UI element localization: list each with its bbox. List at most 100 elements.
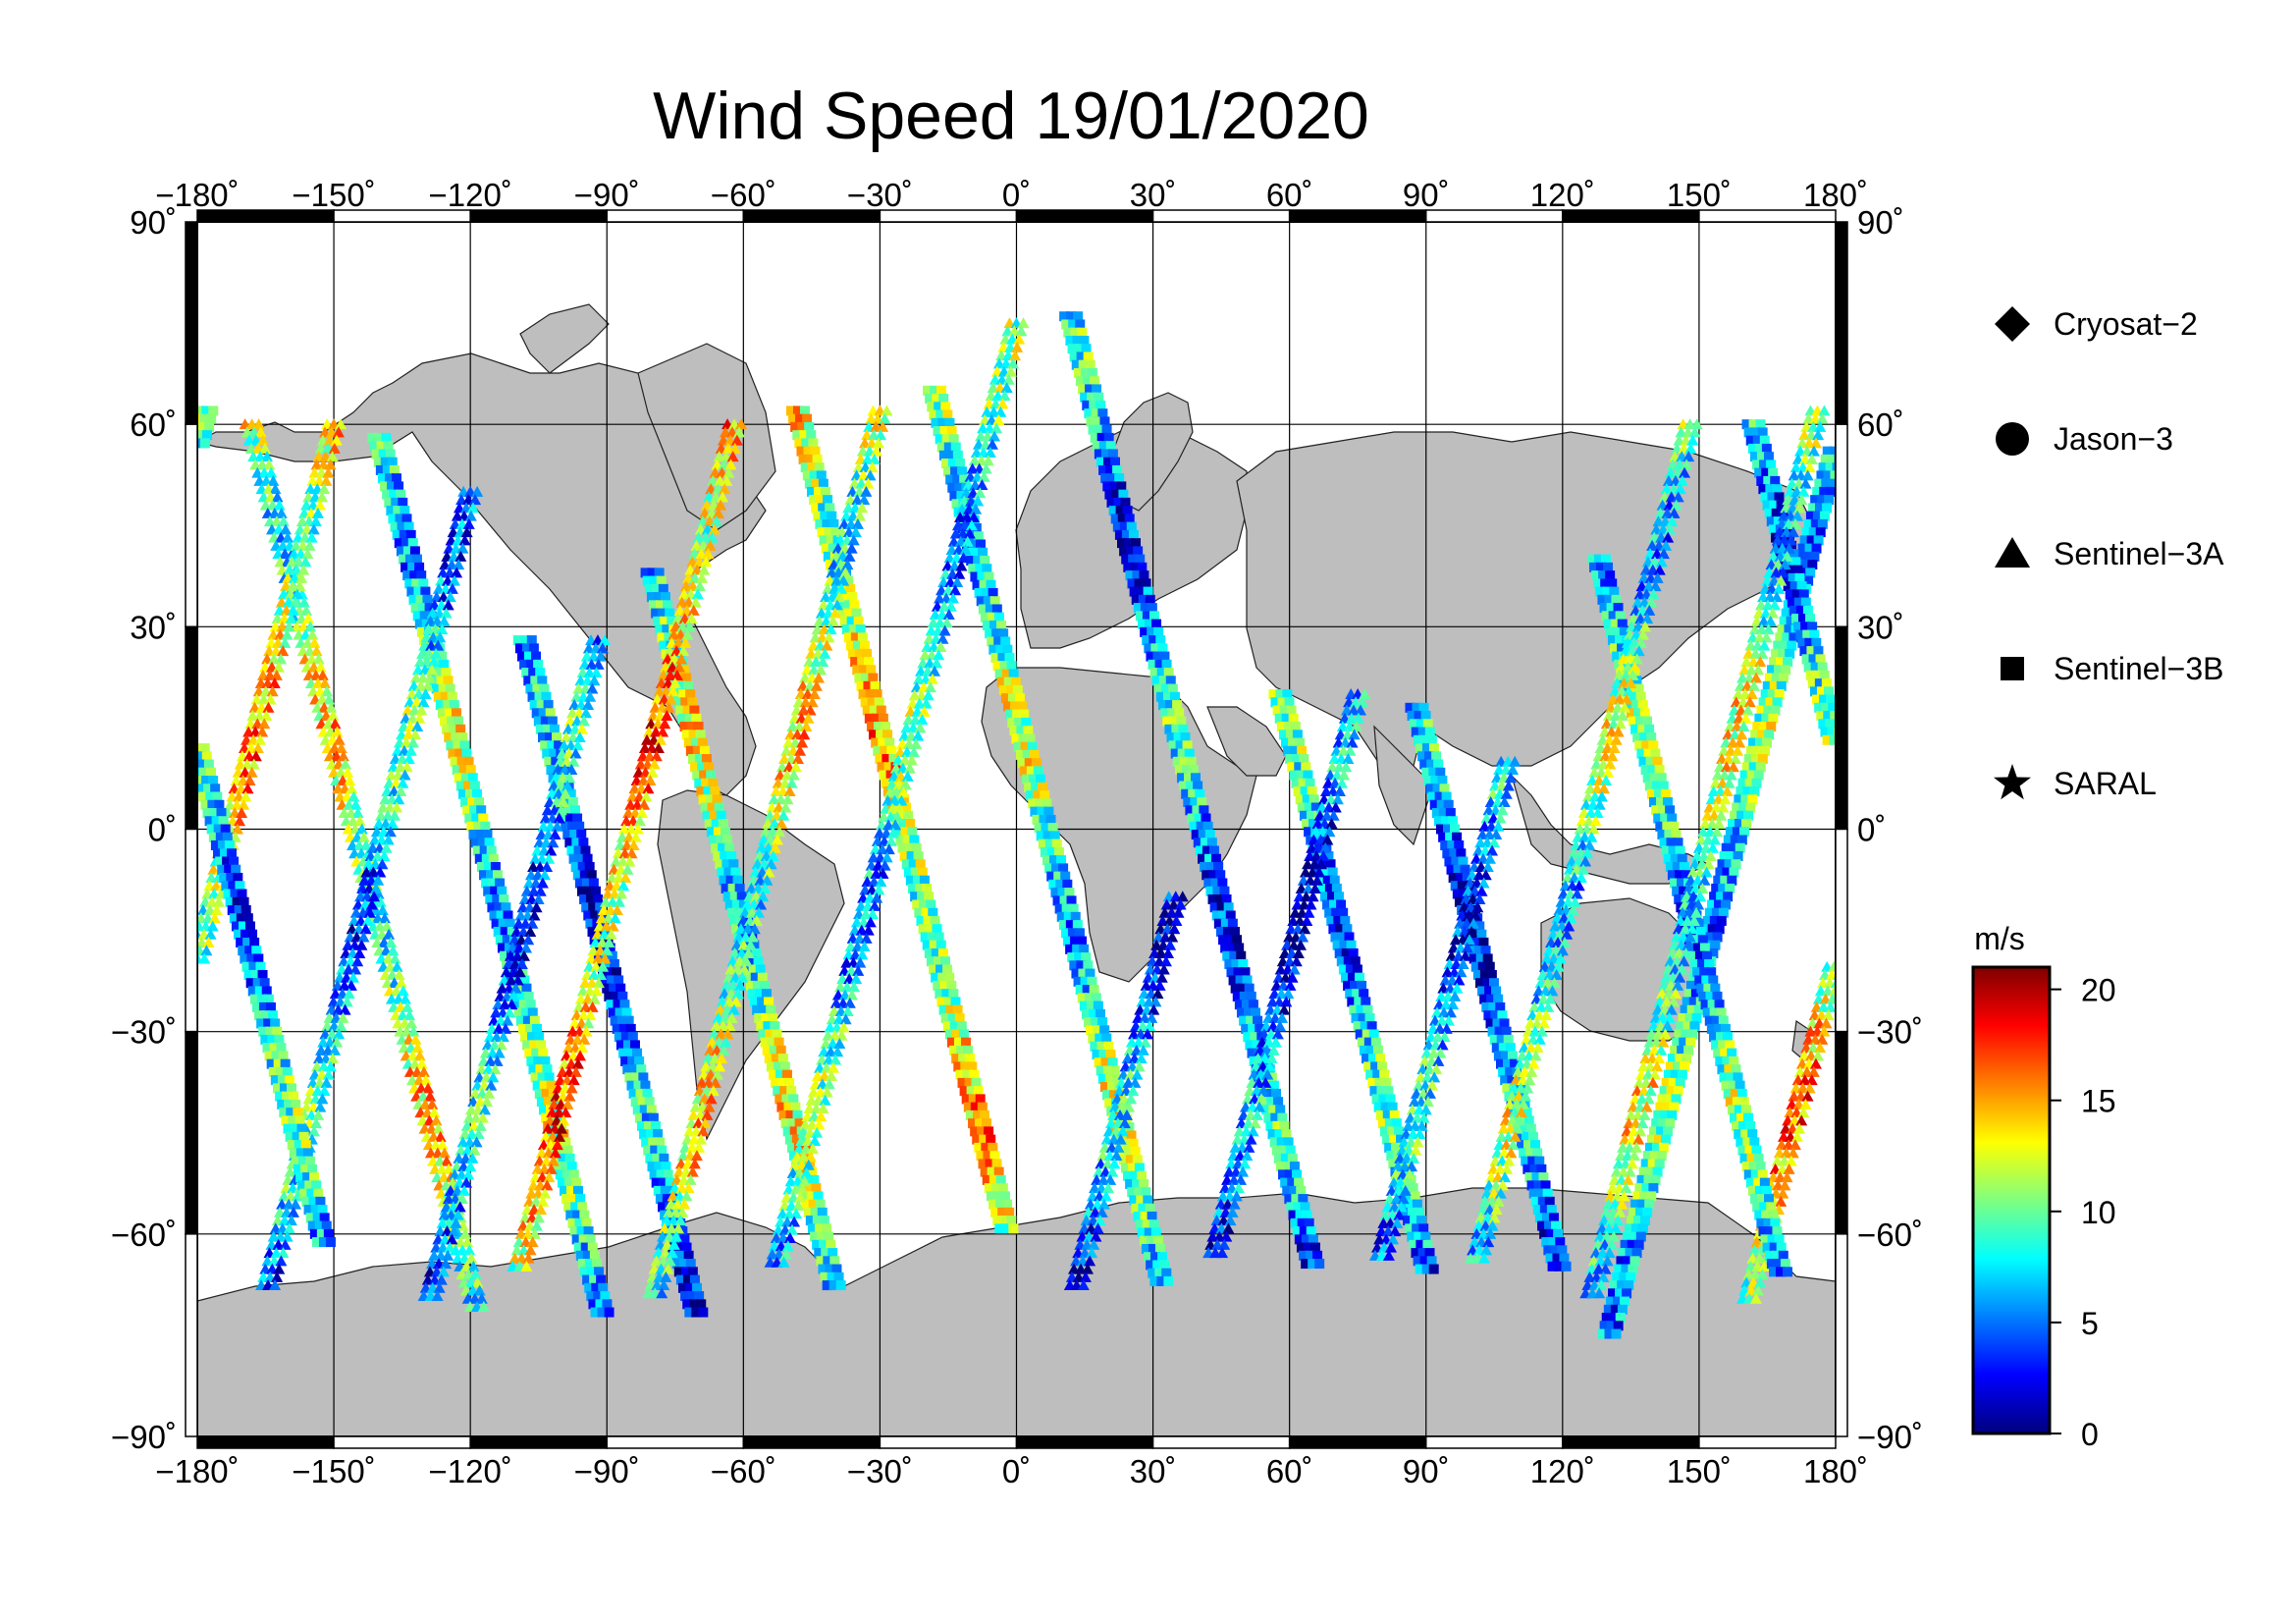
track-point: [635, 1088, 646, 1099]
track-point: [450, 1217, 462, 1228]
track-point: [1748, 737, 1759, 748]
track-point: [522, 934, 535, 946]
track-point: [538, 869, 551, 881]
track-point: [454, 1201, 466, 1213]
track-point: [1641, 1183, 1652, 1194]
track-point: [243, 775, 256, 786]
track-point: [1741, 762, 1752, 773]
track-point: [1644, 1142, 1655, 1153]
track-point: [1819, 511, 1830, 521]
track-point: [561, 821, 571, 832]
track-point: [517, 1023, 528, 1034]
track-point: [377, 473, 388, 484]
track-point: [583, 1226, 594, 1237]
track-point: [565, 813, 576, 824]
track-point: [592, 658, 605, 670]
track-point: [204, 421, 215, 432]
track-point: [1751, 778, 1762, 788]
track-1: [239, 418, 490, 1313]
track-point: [1772, 697, 1783, 708]
track-point: [1785, 1155, 1797, 1166]
track-point: [468, 1144, 481, 1156]
track-point: [301, 548, 314, 560]
track-point: [385, 449, 396, 460]
track-point: [620, 1055, 631, 1066]
track-point: [266, 685, 279, 697]
track-point: [1800, 560, 1811, 570]
track-point: [324, 1060, 337, 1072]
track-point: [1630, 1223, 1641, 1234]
track-point: [530, 1072, 541, 1083]
track-point: [519, 635, 530, 646]
track-point: [1650, 1174, 1661, 1185]
track-point: [304, 621, 317, 632]
track-point: [398, 497, 408, 508]
track-point: [416, 570, 427, 581]
track-point: [446, 740, 456, 751]
track-point: [579, 1210, 590, 1220]
track-point: [653, 1185, 664, 1196]
track-point: [634, 1112, 645, 1123]
track-point: [355, 823, 368, 835]
track-point: [584, 1282, 595, 1293]
track-point: [595, 1299, 606, 1310]
track-point: [236, 807, 248, 819]
track-point: [1688, 997, 1699, 1007]
track-point: [632, 1105, 643, 1115]
track-point: [598, 967, 609, 978]
track-point: [1816, 1033, 1829, 1045]
track-point: [582, 1250, 593, 1261]
track-point: [1776, 680, 1787, 691]
track-point: [279, 523, 292, 535]
track-point: [1615, 1313, 1626, 1324]
track-point: [1819, 486, 1830, 497]
track-point: [409, 570, 420, 581]
track-point: [541, 1088, 552, 1099]
track-point: [436, 676, 447, 686]
track-point: [201, 430, 212, 441]
track-point: [570, 1202, 581, 1213]
track-point: [586, 870, 597, 881]
track-point: [1813, 535, 1824, 546]
track-point: [607, 950, 617, 961]
track-point: [619, 1000, 630, 1010]
track-point: [471, 788, 482, 799]
track-point: [1682, 1021, 1693, 1032]
track-point: [590, 886, 601, 896]
track-point: [1805, 1074, 1818, 1086]
track-point: [542, 1064, 553, 1075]
track-point: [1798, 568, 1809, 578]
track-point: [456, 542, 469, 554]
track-point: [380, 841, 393, 853]
track-point: [570, 1177, 581, 1188]
track-point: [1673, 1086, 1683, 1097]
track-point: [1829, 446, 1836, 457]
track-point: [268, 677, 281, 689]
track-point: [371, 449, 382, 460]
track-point: [1597, 1328, 1608, 1339]
track-point: [312, 1109, 325, 1120]
track-point: [279, 636, 292, 648]
track-point: [1667, 1109, 1678, 1120]
track-point: [547, 740, 558, 751]
track-point: [1818, 462, 1829, 473]
track-point: [1752, 745, 1763, 756]
track-point: [457, 788, 468, 799]
track-point: [569, 805, 580, 816]
track-point: [1666, 1086, 1677, 1097]
track-point: [454, 716, 464, 727]
track-point: [1688, 972, 1699, 983]
track-point: [430, 647, 443, 659]
track-point: [515, 957, 528, 969]
track-point: [409, 1033, 422, 1045]
track-point: [590, 1307, 601, 1318]
track-point: [551, 756, 561, 767]
track-point: [470, 1136, 483, 1148]
track-point: [627, 1032, 638, 1043]
track-point: [413, 1050, 426, 1061]
track-point: [530, 676, 541, 686]
track-point: [1758, 697, 1769, 708]
track-point: [590, 667, 603, 678]
track-point: [532, 1080, 543, 1091]
track-point: [1812, 511, 1823, 521]
